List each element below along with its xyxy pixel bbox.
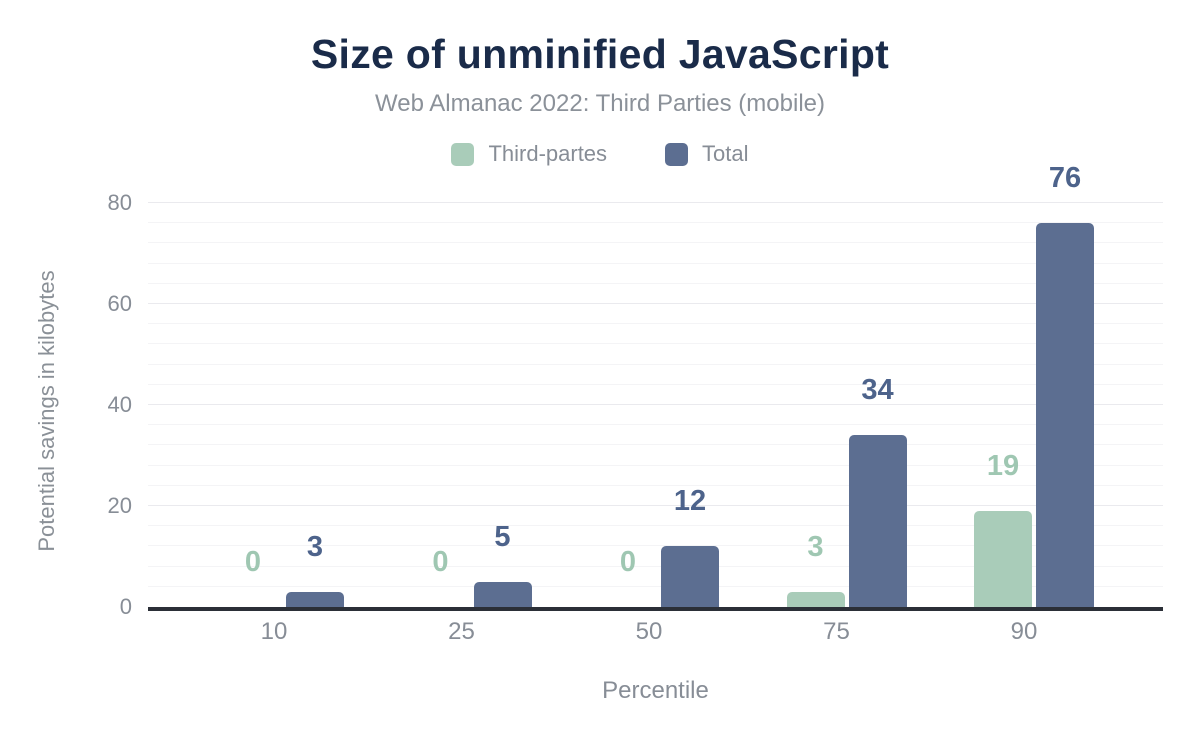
- gridline-24: [148, 484, 1163, 486]
- gridline-28: [148, 464, 1163, 466]
- gridline-32: [148, 444, 1163, 446]
- gridline-16: [148, 525, 1163, 527]
- gridline-4: [148, 585, 1163, 587]
- bar-total-p50: [661, 546, 719, 607]
- x-tick-90: 90: [1010, 618, 1038, 645]
- x-tick-50: 50: [635, 618, 663, 645]
- bar-value-total-p50: 12: [673, 485, 707, 518]
- y-tick-20: 20: [107, 493, 132, 518]
- y-tick-60: 60: [107, 291, 132, 316]
- gridline-36: [148, 424, 1163, 426]
- y-axis-title: Potential savings in kilobytes: [34, 270, 59, 552]
- legend-item-third-partes[interactable]: Third-partes: [451, 141, 607, 167]
- legend: Third-partes Total: [0, 141, 1200, 167]
- y-tick-80: 80: [107, 190, 132, 215]
- gridline-64: [148, 282, 1163, 284]
- gridline-68: [148, 262, 1163, 264]
- bar-third-partes-p90: [974, 511, 1032, 607]
- bar-value-total-p90: 76: [1048, 162, 1082, 195]
- y-tick-0: 0: [119, 594, 132, 619]
- gridline-72: [148, 242, 1163, 244]
- bar-value-third-partes-p10: 0: [244, 546, 262, 578]
- gridline-52: [148, 343, 1163, 345]
- plot-area: 0 0 0 3 19 3 5 12 34 76: [148, 164, 1163, 607]
- legend-label-third-partes: Third-partes: [488, 141, 608, 166]
- gridline-80: [148, 202, 1163, 203]
- x-tick-75: 75: [823, 618, 850, 645]
- gridline-48: [148, 363, 1163, 365]
- gridline-12: [148, 545, 1163, 547]
- bar-value-total-p75: 34: [861, 374, 894, 407]
- bar-total-p25: [473, 581, 532, 607]
- bar-value-third-partes-p90: 19: [986, 450, 1020, 483]
- gridline-76: [148, 222, 1163, 224]
- y-tick-40: 40: [107, 392, 132, 417]
- legend-label-total: Total: [702, 141, 749, 166]
- bar-value-third-partes-p75: 3: [807, 530, 824, 563]
- bar-value-third-partes-p50: 0: [619, 546, 637, 578]
- gridline-60: [148, 303, 1163, 304]
- legend-swatch-third-partes: [451, 142, 475, 166]
- legend-swatch-total: [665, 142, 689, 166]
- chart-subtitle: Web Almanac 2022: Third Parties (mobile): [375, 90, 825, 117]
- x-axis-title: Percentile: [602, 677, 709, 704]
- x-tick-25: 25: [448, 618, 475, 645]
- gridline-56: [148, 323, 1163, 325]
- legend-item-total[interactable]: Total: [665, 141, 749, 167]
- bar-value-total-p10: 3: [306, 530, 324, 563]
- gridline-44: [148, 383, 1163, 385]
- gridline-8: [148, 565, 1163, 567]
- chart-title: Size of unminified JavaScript: [310, 31, 890, 77]
- bar-total-p75: [848, 435, 907, 607]
- x-tick-10: 10: [260, 618, 288, 645]
- bar-value-third-partes-p25: 0: [432, 546, 449, 578]
- gridline-40: [148, 404, 1163, 405]
- gridline-20: [148, 505, 1163, 506]
- bar-value-total-p25: 5: [494, 520, 511, 553]
- bar-total-p10: [286, 591, 344, 607]
- x-axis-line: [148, 607, 1163, 611]
- bar-third-partes-p75: [786, 591, 845, 607]
- bar-total-p90: [1036, 223, 1094, 607]
